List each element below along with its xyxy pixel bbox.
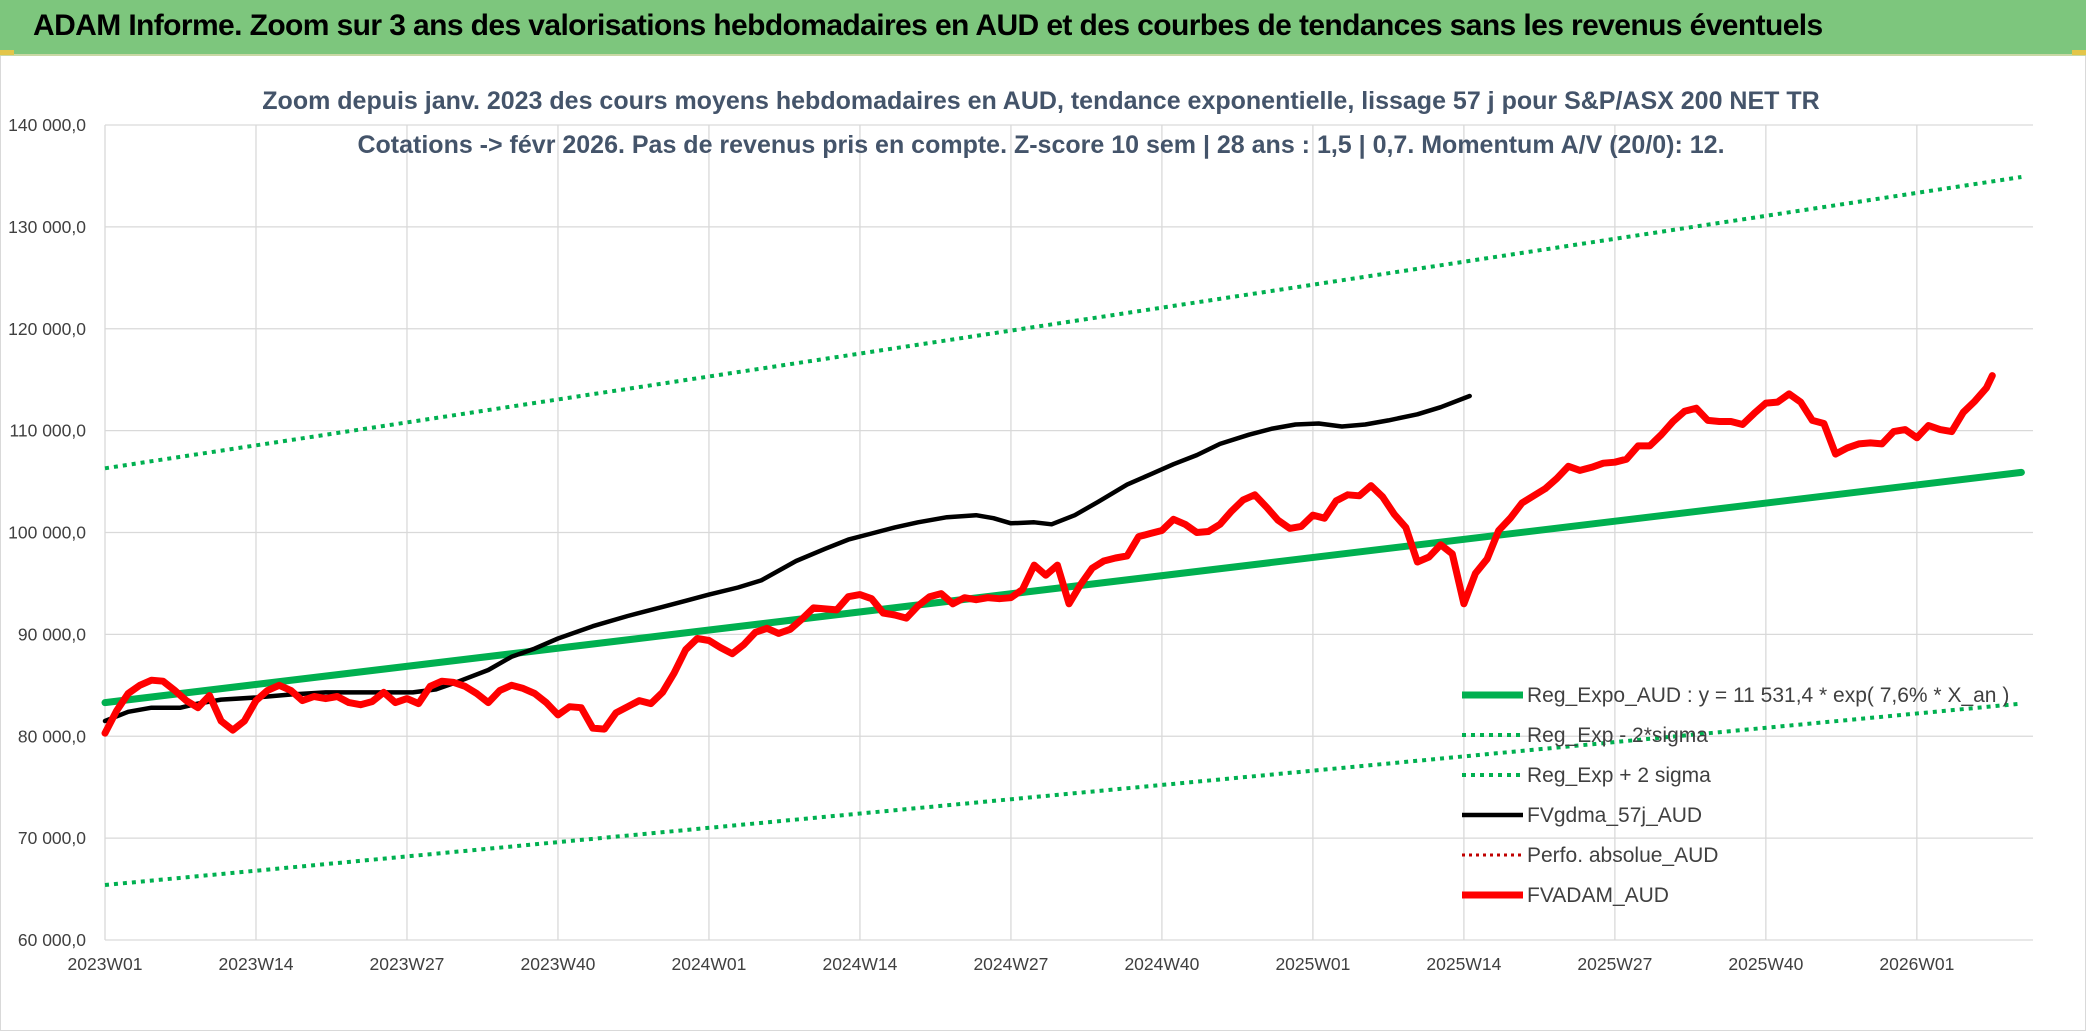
chart-title-line-2: Cotations -> févr 2026. Pas de revenus p… bbox=[357, 131, 1724, 159]
x-tick-label: 2024W40 bbox=[1124, 954, 1199, 974]
y-tick-label: 90 000,0 bbox=[18, 624, 86, 644]
legend: Reg_Expo_AUD : y = 11 531,4 * exp( 7,6% … bbox=[1462, 684, 2009, 907]
x-tick-label: 2025W27 bbox=[1577, 954, 1652, 974]
y-tick-label: 60 000,0 bbox=[18, 930, 86, 950]
report-title: ADAM Informe. Zoom sur 3 ans des valoris… bbox=[33, 9, 1823, 42]
x-tick-label: 2023W27 bbox=[370, 954, 445, 974]
x-tick-label: 2026W01 bbox=[1879, 954, 1954, 974]
x-tick-label: 2024W27 bbox=[973, 954, 1048, 974]
axes: 140 000,0 130 000,0 120 000,0 110 000,0 100 … bbox=[8, 115, 1954, 974]
legend-label-5: FVADAM_AUD bbox=[1527, 884, 1669, 907]
x-tick-label: 2023W14 bbox=[219, 954, 294, 974]
x-tick-label: 2023W40 bbox=[521, 954, 596, 974]
x-tick-label: 2024W14 bbox=[822, 954, 897, 974]
y-tick-label: 70 000,0 bbox=[18, 828, 86, 848]
x-tick-label: 2025W40 bbox=[1728, 954, 1803, 974]
chart-title-line-1: Zoom depuis janv. 2023 des cours moyens … bbox=[262, 87, 1819, 115]
y-tick-label: 140 000,0 bbox=[8, 115, 86, 135]
banner-accent-right bbox=[2072, 50, 2086, 55]
series-line-1 bbox=[104, 701, 2022, 887]
y-tick-label: 110 000,0 bbox=[9, 421, 86, 441]
legend-label-1: Reg_Exp - 2*sigma bbox=[1527, 724, 1708, 747]
x-tick-label: 2023W01 bbox=[68, 954, 143, 974]
series-line-3 bbox=[102, 393, 1472, 724]
y-tick-label: 100 000,0 bbox=[8, 523, 86, 543]
gridlines bbox=[104, 124, 2033, 941]
legend-label-0: Reg_Expo_AUD : y = 11 531,4 * exp( 7,6% … bbox=[1527, 684, 2009, 707]
legend-label-2: Reg_Exp + 2 sigma bbox=[1527, 764, 1711, 787]
legend-label-3: FVgdma_57j_AUD bbox=[1527, 804, 1702, 827]
chart-title: Zoom depuis janv. 2023 des cours moyens … bbox=[262, 87, 1819, 159]
x-tick-label: 2024W01 bbox=[671, 954, 746, 974]
x-tick-label: 2025W14 bbox=[1426, 954, 1501, 974]
x-tick-label: 2025W01 bbox=[1275, 954, 1350, 974]
y-tick-label: 80 000,0 bbox=[18, 726, 86, 746]
banner-accent-left bbox=[0, 50, 14, 55]
legend-label-4: Perfo. absolue_AUD bbox=[1527, 844, 1718, 867]
y-tick-label: 130 000,0 bbox=[8, 217, 86, 237]
report-banner: ADAM Informe. Zoom sur 3 ans des valoris… bbox=[0, 0, 2086, 56]
y-tick-label: 120 000,0 bbox=[8, 319, 86, 339]
series-lines bbox=[101, 175, 2025, 887]
series-line-5 bbox=[101, 372, 1996, 737]
